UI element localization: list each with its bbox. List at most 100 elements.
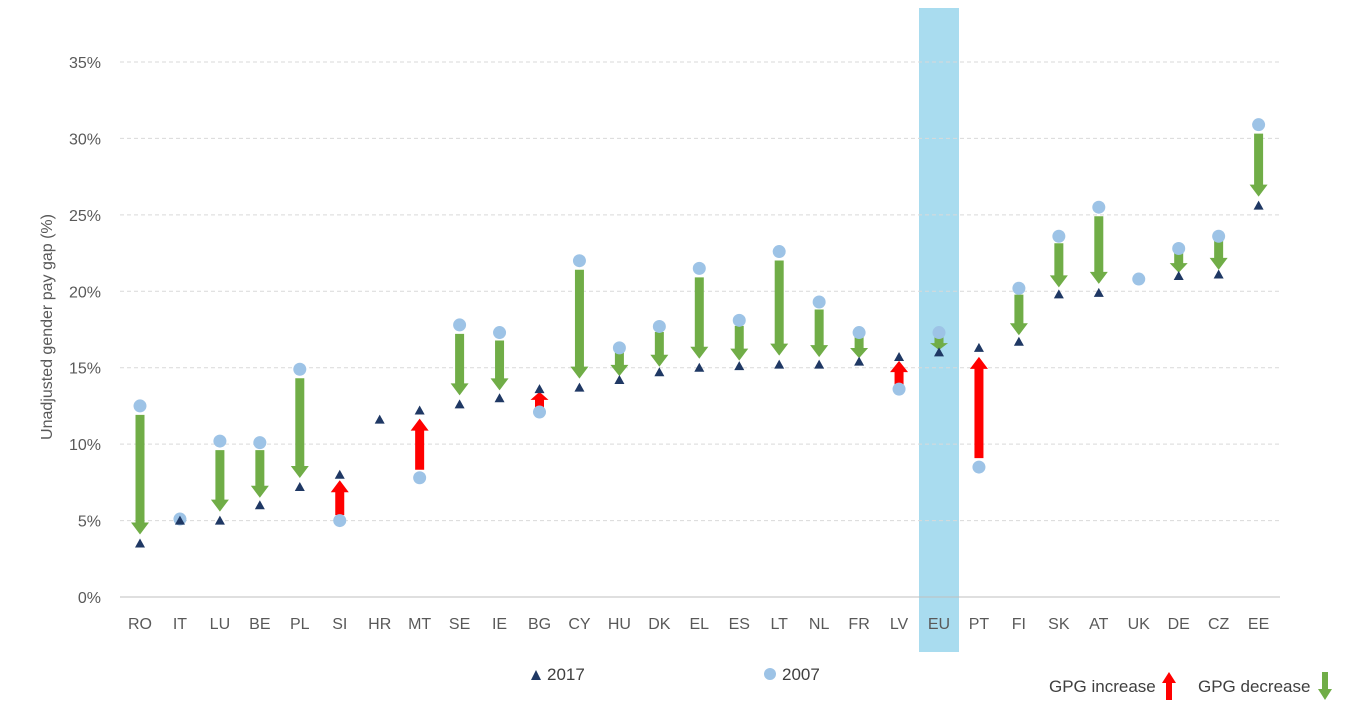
change-arrow-fi [1009, 294, 1028, 336]
x-tick-label: UK [1128, 616, 1151, 633]
change-arrows [131, 133, 1268, 535]
legend-decrease-label: GPG decrease [1198, 677, 1310, 696]
decrease-arrow-icon [1318, 672, 1332, 700]
point-2017-mt [414, 405, 425, 415]
point-2017-ee [1253, 200, 1264, 210]
point-2017-pl [294, 481, 305, 491]
change-arrow-pl [290, 378, 309, 478]
point-2017-es [734, 361, 745, 371]
y-tick-label: 0% [78, 590, 101, 607]
y-tick-label: 5% [78, 514, 101, 531]
change-arrow-at [1089, 216, 1108, 284]
point-2017-lt [774, 359, 785, 369]
point-2017-fr [854, 356, 865, 366]
point-2017-lv [894, 352, 905, 362]
change-arrow-dk [650, 331, 669, 367]
change-arrow-ee [1249, 133, 1268, 197]
x-tick-label: DK [648, 616, 671, 633]
point-2017-pt [973, 342, 984, 352]
change-arrow-cz [1209, 240, 1228, 270]
point-2007-uk [1132, 272, 1146, 286]
point-2017-eu [934, 347, 944, 357]
point-2007-el [692, 261, 706, 275]
x-tick-label: AT [1089, 616, 1108, 633]
point-2007-lu [213, 434, 227, 448]
point-2007-be [253, 436, 267, 450]
increase-arrow-icon [1162, 672, 1176, 700]
x-tick-label: FR [848, 616, 869, 633]
y-axis-title: Unadjusted gender pay gap (%) [39, 214, 56, 440]
point-2007-mt [413, 471, 427, 485]
change-arrow-ro [131, 414, 149, 535]
point-2007-pl [293, 362, 307, 376]
point-2007-fr [852, 326, 866, 340]
point-2017-it [174, 515, 185, 525]
x-tick-label: EU [928, 616, 950, 633]
point-2007-bg [533, 405, 546, 419]
point-2007-es [732, 313, 746, 327]
x-tick-label: MT [408, 616, 431, 633]
change-arrow-se [450, 333, 469, 396]
change-arrow-ie [490, 340, 509, 391]
point-2007-ie [493, 326, 507, 340]
point-2017-at [1093, 287, 1104, 297]
x-tick-label: EL [690, 616, 710, 633]
x-axis-ticks: RO IT LU BE PL SI HR MT SE IE BG CY HU DK EL ES LT NL FR LV… [128, 616, 1269, 633]
x-tick-label: ES [729, 616, 750, 633]
point-2007-cy [572, 254, 586, 268]
x-tick-label: LV [890, 616, 909, 633]
point-2017-si [334, 469, 345, 479]
point-2017-ro [135, 538, 145, 548]
y-tick-label: 35% [69, 55, 101, 72]
point-2007-ee [1252, 118, 1266, 132]
point-2017-ie [494, 393, 505, 403]
point-2017-bg [534, 384, 545, 394]
x-tick-label: CZ [1208, 616, 1230, 633]
x-tick-label: PT [969, 616, 990, 633]
x-tick-label: IE [492, 616, 507, 633]
point-2007-dk [652, 319, 666, 333]
change-arrow-el [690, 277, 709, 359]
y-tick-label: 30% [69, 131, 101, 148]
point-2007-nl [812, 295, 826, 309]
point-2007-eu [932, 326, 946, 340]
point-2007-de [1172, 241, 1186, 255]
x-tick-label: RO [128, 616, 152, 633]
change-arrow-lu [210, 450, 229, 512]
point-2017-lu [214, 515, 225, 525]
x-tick-label: EE [1248, 616, 1269, 633]
y-tick-label: 15% [69, 361, 101, 378]
change-arrow-si [330, 480, 349, 516]
change-arrow-hu [610, 351, 629, 377]
legend-2007-marker [764, 668, 776, 680]
legend-2017-label: 2017 [547, 665, 585, 684]
change-arrow-nl [810, 309, 829, 358]
point-2007-se [453, 318, 467, 332]
x-tick-label: LU [210, 616, 230, 633]
x-tick-label: BG [528, 616, 551, 633]
point-2017-de [1173, 271, 1184, 280]
change-arrow-cy [570, 269, 589, 379]
x-tick-label: SE [449, 616, 470, 633]
point-2017-el [694, 362, 705, 372]
x-tick-label: NL [809, 616, 830, 633]
x-tick-label: SK [1048, 616, 1070, 633]
change-arrow-lt [770, 260, 789, 356]
x-tick-label: HU [608, 616, 631, 633]
legend: 2017 2007 GPG increase GPG decrease [531, 665, 1332, 700]
point-2007-lt [772, 245, 786, 259]
point-2007-cz [1212, 229, 1226, 243]
point-2017-be [254, 500, 265, 510]
point-2007-pt [972, 460, 986, 474]
change-arrow-de [1169, 251, 1188, 273]
legend-2017-marker [531, 670, 541, 680]
gridlines [120, 61, 1280, 522]
point-2007-hu [612, 341, 626, 355]
change-arrow-sk [1049, 243, 1068, 288]
point-2017-se [454, 399, 465, 409]
point-2017-fi [1013, 336, 1024, 346]
point-2017-hu [614, 374, 625, 384]
change-arrow-bg [530, 391, 549, 410]
change-arrow-es [730, 325, 749, 361]
